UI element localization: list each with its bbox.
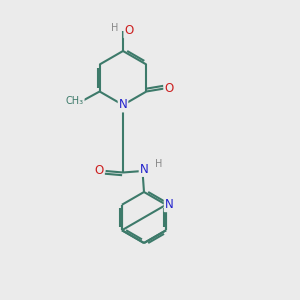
Text: O: O xyxy=(94,164,103,177)
Text: H: H xyxy=(155,159,163,170)
Text: H: H xyxy=(111,23,118,33)
Text: O: O xyxy=(164,82,173,95)
Text: O: O xyxy=(124,24,134,38)
Text: N: N xyxy=(165,198,173,211)
Text: CH₃: CH₃ xyxy=(66,96,84,106)
Text: N: N xyxy=(140,163,148,176)
Text: N: N xyxy=(118,98,127,112)
